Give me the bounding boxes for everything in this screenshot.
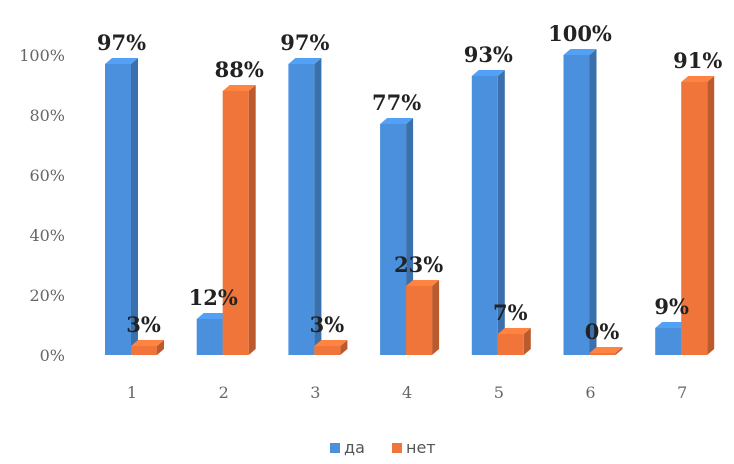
x-tick-label: 4 bbox=[402, 383, 412, 402]
bar-top bbox=[196, 313, 230, 319]
bar-front bbox=[222, 91, 249, 355]
x-tick-label: 3 bbox=[310, 383, 320, 402]
bar-side bbox=[615, 347, 623, 355]
x-tick-label: 1 bbox=[127, 383, 137, 402]
bar-top bbox=[222, 85, 256, 91]
bar-top bbox=[380, 118, 414, 124]
bar-front bbox=[563, 55, 590, 355]
bar bbox=[563, 49, 597, 355]
bar bbox=[314, 340, 348, 355]
data-label: 12% bbox=[189, 285, 238, 310]
legend-item: нет bbox=[392, 438, 436, 457]
bar-front bbox=[131, 346, 157, 355]
bar-top bbox=[589, 347, 623, 353]
legend: да нет bbox=[330, 438, 436, 457]
bar-top bbox=[406, 280, 440, 286]
bar-top bbox=[563, 49, 597, 55]
y-tick-label: 0% bbox=[40, 346, 65, 365]
y-tick-label: 80% bbox=[29, 106, 65, 125]
bar-front bbox=[655, 328, 682, 355]
bar-top bbox=[131, 340, 164, 346]
bar-top bbox=[105, 58, 138, 64]
data-label: 0% bbox=[585, 319, 620, 344]
legend-item: да bbox=[330, 438, 365, 457]
data-label: 100% bbox=[548, 21, 612, 46]
bar-side bbox=[707, 76, 715, 355]
y-tick-label: 20% bbox=[29, 286, 65, 305]
data-label: 3% bbox=[126, 312, 161, 337]
bar-side bbox=[432, 280, 440, 355]
bar-top bbox=[497, 328, 531, 334]
data-label: 77% bbox=[372, 90, 421, 115]
bar-front bbox=[471, 76, 498, 355]
data-labels: 97% 12% 97% 77% 93% 100% 9% 3% 88% 3% 23% 7% 0% 91% bbox=[97, 21, 722, 344]
bar-front bbox=[497, 334, 524, 355]
bar-side bbox=[340, 340, 348, 355]
y-axis: 0% 20% 40% 60% 80% 100% bbox=[19, 46, 65, 365]
data-label: 23% bbox=[394, 252, 443, 277]
x-axis: 1 2 3 4 5 6 7 bbox=[127, 383, 687, 402]
x-tick-label: 5 bbox=[494, 383, 504, 402]
bar-top bbox=[681, 76, 715, 82]
bar bbox=[222, 85, 256, 355]
data-label: 93% bbox=[464, 42, 513, 67]
bar-side bbox=[314, 58, 322, 355]
bar-top bbox=[471, 70, 505, 76]
data-label: 88% bbox=[215, 57, 264, 82]
data-label: 7% bbox=[493, 300, 528, 325]
bar bbox=[471, 70, 505, 355]
bar-front bbox=[196, 319, 223, 355]
bar bbox=[497, 328, 531, 355]
data-label: 91% bbox=[673, 48, 722, 73]
bar bbox=[589, 347, 623, 355]
legend-swatch bbox=[392, 443, 402, 453]
bar-front bbox=[681, 82, 708, 355]
bar-top bbox=[655, 322, 689, 328]
y-tick-label: 40% bbox=[29, 226, 65, 245]
bar-side bbox=[523, 328, 531, 355]
data-label: 97% bbox=[97, 30, 146, 55]
bar-side bbox=[157, 340, 164, 355]
bar-top bbox=[314, 340, 348, 346]
bar bbox=[196, 313, 230, 355]
legend-swatch bbox=[330, 443, 340, 453]
bar bbox=[288, 58, 322, 355]
legend-label: да bbox=[344, 438, 365, 457]
bar-side bbox=[497, 70, 505, 355]
bar-front bbox=[314, 346, 341, 355]
x-tick-label: 2 bbox=[219, 383, 229, 402]
bar-front bbox=[380, 124, 407, 355]
data-label: 97% bbox=[280, 30, 329, 55]
data-label: 9% bbox=[654, 294, 689, 319]
bar bbox=[131, 340, 164, 355]
bar-front bbox=[105, 64, 131, 355]
bar-top bbox=[288, 58, 322, 64]
bar-front bbox=[406, 286, 433, 355]
y-tick-label: 100% bbox=[19, 46, 65, 65]
bar bbox=[406, 280, 440, 355]
bar-side bbox=[589, 49, 597, 355]
legend-label: нет bbox=[406, 438, 436, 457]
x-tick-label: 7 bbox=[677, 383, 687, 402]
bar bbox=[681, 76, 715, 355]
data-label: 3% bbox=[310, 312, 345, 337]
bar-front bbox=[589, 353, 616, 355]
bar-side bbox=[248, 85, 256, 355]
bar-side bbox=[131, 58, 138, 355]
bar bbox=[105, 58, 138, 355]
y-tick-label: 60% bbox=[29, 166, 65, 185]
bar-front bbox=[288, 64, 315, 355]
x-tick-label: 6 bbox=[585, 383, 595, 402]
bars bbox=[105, 49, 715, 355]
